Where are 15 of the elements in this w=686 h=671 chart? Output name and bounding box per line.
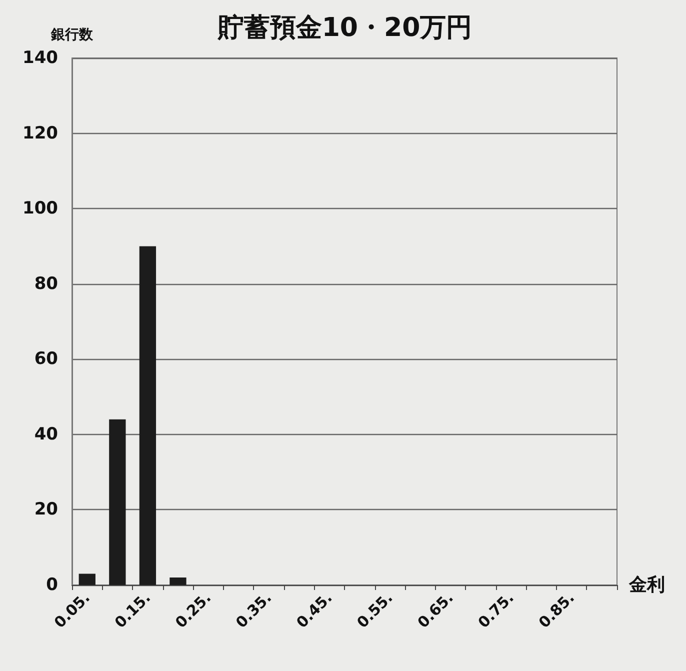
bar (170, 577, 186, 585)
y-tick-label: 0 (46, 575, 58, 595)
y-tick-label: 80 (34, 274, 58, 294)
y-tick-label: 20 (34, 500, 58, 520)
y-tick-label: 120 (22, 123, 58, 144)
y-tick-label: 40 (34, 424, 58, 444)
bar (109, 419, 126, 585)
chart-title: 貯蓄預金10・20万円 (216, 13, 472, 43)
y-tick-label: 100 (22, 198, 58, 219)
x-axis-title: 金利 (628, 574, 665, 596)
bar (139, 246, 156, 585)
y-axis-title: 銀行数 (50, 27, 94, 43)
bar (78, 574, 96, 585)
y-tick-label: 140 (22, 48, 58, 68)
y-tick-label: 60 (34, 349, 58, 370)
